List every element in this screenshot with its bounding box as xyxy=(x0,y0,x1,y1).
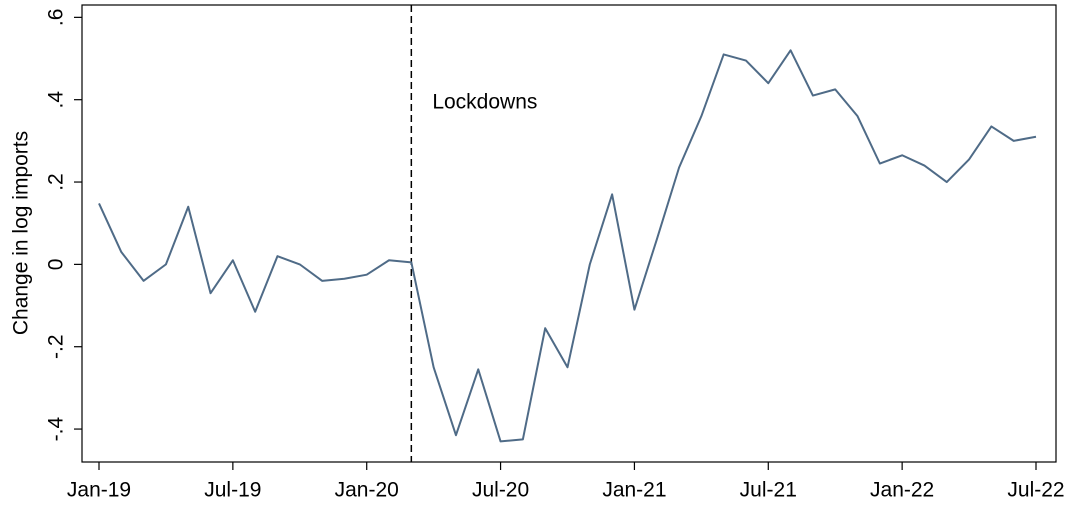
y-tick-label: .2 xyxy=(45,173,68,191)
plot-frame xyxy=(81,4,1057,463)
x-tick-label: Jul-21 xyxy=(740,479,797,502)
x-tick-label: Jan-19 xyxy=(67,479,131,502)
x-tick-label: Jul-19 xyxy=(204,479,261,502)
y-tick-label: .4 xyxy=(45,91,68,109)
x-tick-label: Jan-21 xyxy=(602,479,666,502)
y-tick-label: -.2 xyxy=(45,334,68,359)
y-tick-label: .6 xyxy=(45,9,68,27)
x-tick-label: Jul-20 xyxy=(472,479,529,502)
y-tick-label: -.4 xyxy=(45,416,68,441)
data-line xyxy=(98,49,1037,443)
x-tick-label: Jul-22 xyxy=(1007,479,1064,502)
x-tick-label: Jan-20 xyxy=(335,479,399,502)
y-tick-label: 0 xyxy=(45,259,68,271)
x-tick-label: Jan-22 xyxy=(870,479,934,502)
annotation: Lockdowns xyxy=(432,91,537,114)
y-axis-title: Change in log imports xyxy=(10,131,33,335)
